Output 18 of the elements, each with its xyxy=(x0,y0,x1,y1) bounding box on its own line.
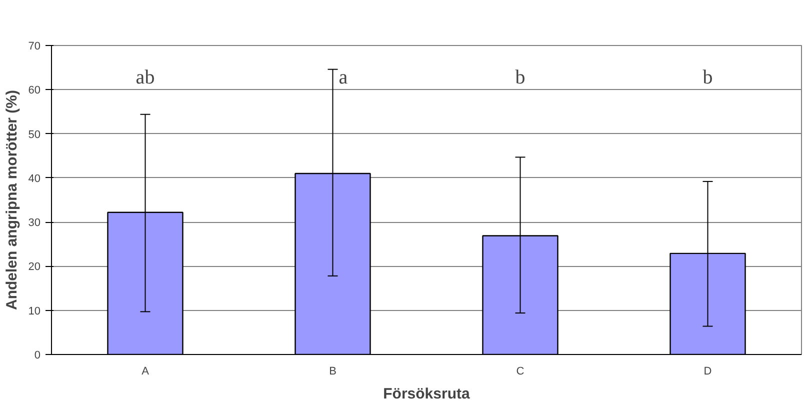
x-axis-title: Försöksruta xyxy=(383,386,470,402)
y-tick-label: 30 xyxy=(28,217,41,230)
y-axis-title: Andelen angripna morötter (%) xyxy=(3,90,20,310)
annotation: a xyxy=(338,66,348,88)
x-tick-label: A xyxy=(142,366,150,378)
y-tick-label: 70 xyxy=(28,40,41,52)
x-tick-label: D xyxy=(704,366,712,378)
y-tick-label: 60 xyxy=(28,84,41,97)
y-tick-label: 50 xyxy=(28,128,41,141)
annotation: b xyxy=(702,66,713,88)
annotation: b xyxy=(515,66,526,88)
y-tick-label: 10 xyxy=(28,305,41,318)
y-tick-label: 0 xyxy=(34,350,41,362)
annotation: ab xyxy=(136,66,155,88)
y-tick-label: 20 xyxy=(28,261,41,274)
y-tick-label: 40 xyxy=(28,172,41,185)
x-tick-label: B xyxy=(329,366,336,378)
x-tick-label: C xyxy=(516,366,524,378)
